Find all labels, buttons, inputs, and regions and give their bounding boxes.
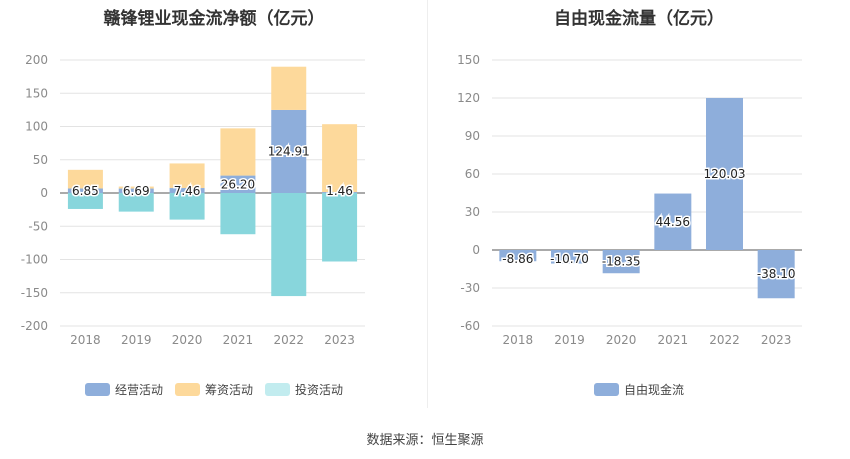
bar bbox=[67, 193, 103, 209]
y-tick-label: 60 bbox=[465, 167, 480, 181]
cash-flow-chart: 200 150 100 50 0 -50 -100 -150 -200 2018 2019 2020 2… bbox=[21, 53, 365, 347]
y-tick-label: -200 bbox=[21, 319, 48, 333]
x-tick-label: 2018 bbox=[503, 333, 534, 347]
x-tick-label: 2020 bbox=[172, 333, 203, 347]
bar bbox=[654, 193, 692, 250]
panel-divider bbox=[427, 0, 428, 408]
y-tick-label: 150 bbox=[25, 86, 48, 100]
data-label: 6.85 bbox=[72, 184, 99, 198]
legend-item[interactable]: 经营活动 bbox=[84, 381, 163, 398]
bar bbox=[169, 163, 205, 189]
data-label: 7.46 bbox=[174, 184, 201, 198]
y-tick-label: 150 bbox=[457, 53, 480, 67]
legend-item[interactable]: 自由现金流 bbox=[593, 381, 684, 398]
x-tick-label: 2023 bbox=[324, 333, 355, 347]
bar bbox=[499, 250, 537, 262]
cash-flow-chart-panel: 赣锋锂业现金流净额（亿元） 200 150 100 50 0 -50 -100 -150 -20… bbox=[0, 0, 428, 410]
legend-label: 筹资活动 bbox=[204, 383, 253, 397]
y-tick-label: -150 bbox=[21, 286, 48, 300]
x-tick-label: 2019 bbox=[121, 333, 152, 347]
x-tick-label: 2022 bbox=[709, 333, 740, 347]
legend-item[interactable]: 筹资活动 bbox=[174, 381, 253, 398]
legend-label: 经营活动 bbox=[114, 383, 163, 397]
x-tick-label: 2020 bbox=[606, 333, 637, 347]
y-tick-label: 0 bbox=[40, 186, 48, 200]
bar bbox=[67, 188, 103, 193]
x-tick-label: 2018 bbox=[70, 333, 101, 347]
data-source-note: 数据来源：恒生聚源 bbox=[366, 433, 484, 448]
data-label: -38.10 bbox=[757, 267, 796, 281]
chart-legend: 自由现金流 bbox=[428, 381, 850, 398]
legend-label: 自由现金流 bbox=[623, 383, 684, 397]
legend-swatch bbox=[84, 383, 110, 396]
bar bbox=[271, 66, 307, 110]
bar bbox=[322, 192, 358, 193]
x-tick-label: 2023 bbox=[761, 333, 792, 347]
bar bbox=[322, 124, 358, 193]
bar bbox=[757, 250, 795, 299]
legend-item[interactable]: 投资活动 bbox=[265, 381, 343, 398]
bar bbox=[271, 193, 307, 297]
y-tick-label: -60 bbox=[460, 319, 480, 333]
bar bbox=[118, 186, 154, 189]
y-tick-label: 0 bbox=[472, 243, 480, 257]
data-label: -10.70 bbox=[550, 252, 589, 266]
bar bbox=[169, 188, 205, 193]
data-label: 120.03 bbox=[704, 167, 746, 181]
y-tick-label: -100 bbox=[21, 253, 48, 267]
chart-legend: 经营活动 筹资活动 投资活动 bbox=[0, 381, 428, 398]
y-tick-label: 90 bbox=[465, 129, 480, 143]
legend-swatch bbox=[265, 383, 290, 396]
data-label: 44.56 bbox=[656, 215, 690, 229]
y-tick-label: 120 bbox=[457, 91, 480, 105]
legend-swatch bbox=[593, 383, 619, 396]
data-label: -8.86 bbox=[502, 252, 533, 266]
bar bbox=[220, 175, 256, 193]
bar bbox=[551, 250, 588, 264]
x-tick-label: 2019 bbox=[554, 333, 585, 347]
y-tick-label: 30 bbox=[465, 205, 480, 219]
y-tick-label: -50 bbox=[28, 219, 48, 233]
bar bbox=[67, 169, 103, 189]
x-tick-label: 2021 bbox=[223, 333, 254, 347]
bar bbox=[118, 193, 154, 212]
x-tick-label: 2021 bbox=[658, 333, 689, 347]
free-cash-flow-chart: 150 120 90 60 30 0 -30 -60 2018 2019 2020 2021 2022 2… bbox=[457, 53, 802, 347]
bar bbox=[220, 128, 256, 176]
data-label: 6.69 bbox=[123, 184, 150, 198]
y-tick-label: -30 bbox=[460, 281, 480, 295]
legend-swatch bbox=[174, 383, 200, 396]
y-tick-label: 100 bbox=[25, 120, 48, 134]
bar bbox=[322, 193, 358, 262]
data-label: 26.20 bbox=[221, 177, 255, 191]
bar bbox=[169, 193, 205, 220]
legend-label: 投资活动 bbox=[295, 383, 344, 397]
data-label: -18.35 bbox=[602, 255, 641, 269]
bar bbox=[220, 193, 256, 235]
free-cash-flow-chart-panel: 自由现金流量（亿元） 150 120 90 60 30 0 -30 -60 2018 2019 20… bbox=[428, 0, 850, 410]
y-tick-label: 50 bbox=[33, 153, 48, 167]
chart-title: 赣锋锂业现金流净额（亿元） bbox=[103, 9, 325, 29]
bar bbox=[706, 97, 743, 250]
x-tick-label: 2022 bbox=[273, 333, 304, 347]
bar bbox=[118, 188, 154, 193]
bar bbox=[271, 109, 307, 193]
chart-title: 自由现金流量（亿元） bbox=[554, 9, 724, 29]
bar bbox=[602, 250, 640, 274]
data-label: 1.46 bbox=[326, 184, 353, 198]
data-label: 124.91 bbox=[268, 144, 310, 158]
y-tick-label: 200 bbox=[25, 53, 48, 67]
